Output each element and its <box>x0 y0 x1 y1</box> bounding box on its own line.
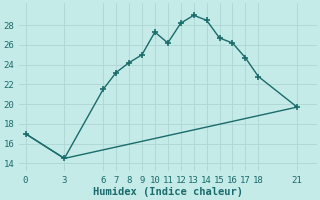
X-axis label: Humidex (Indice chaleur): Humidex (Indice chaleur) <box>93 186 243 197</box>
